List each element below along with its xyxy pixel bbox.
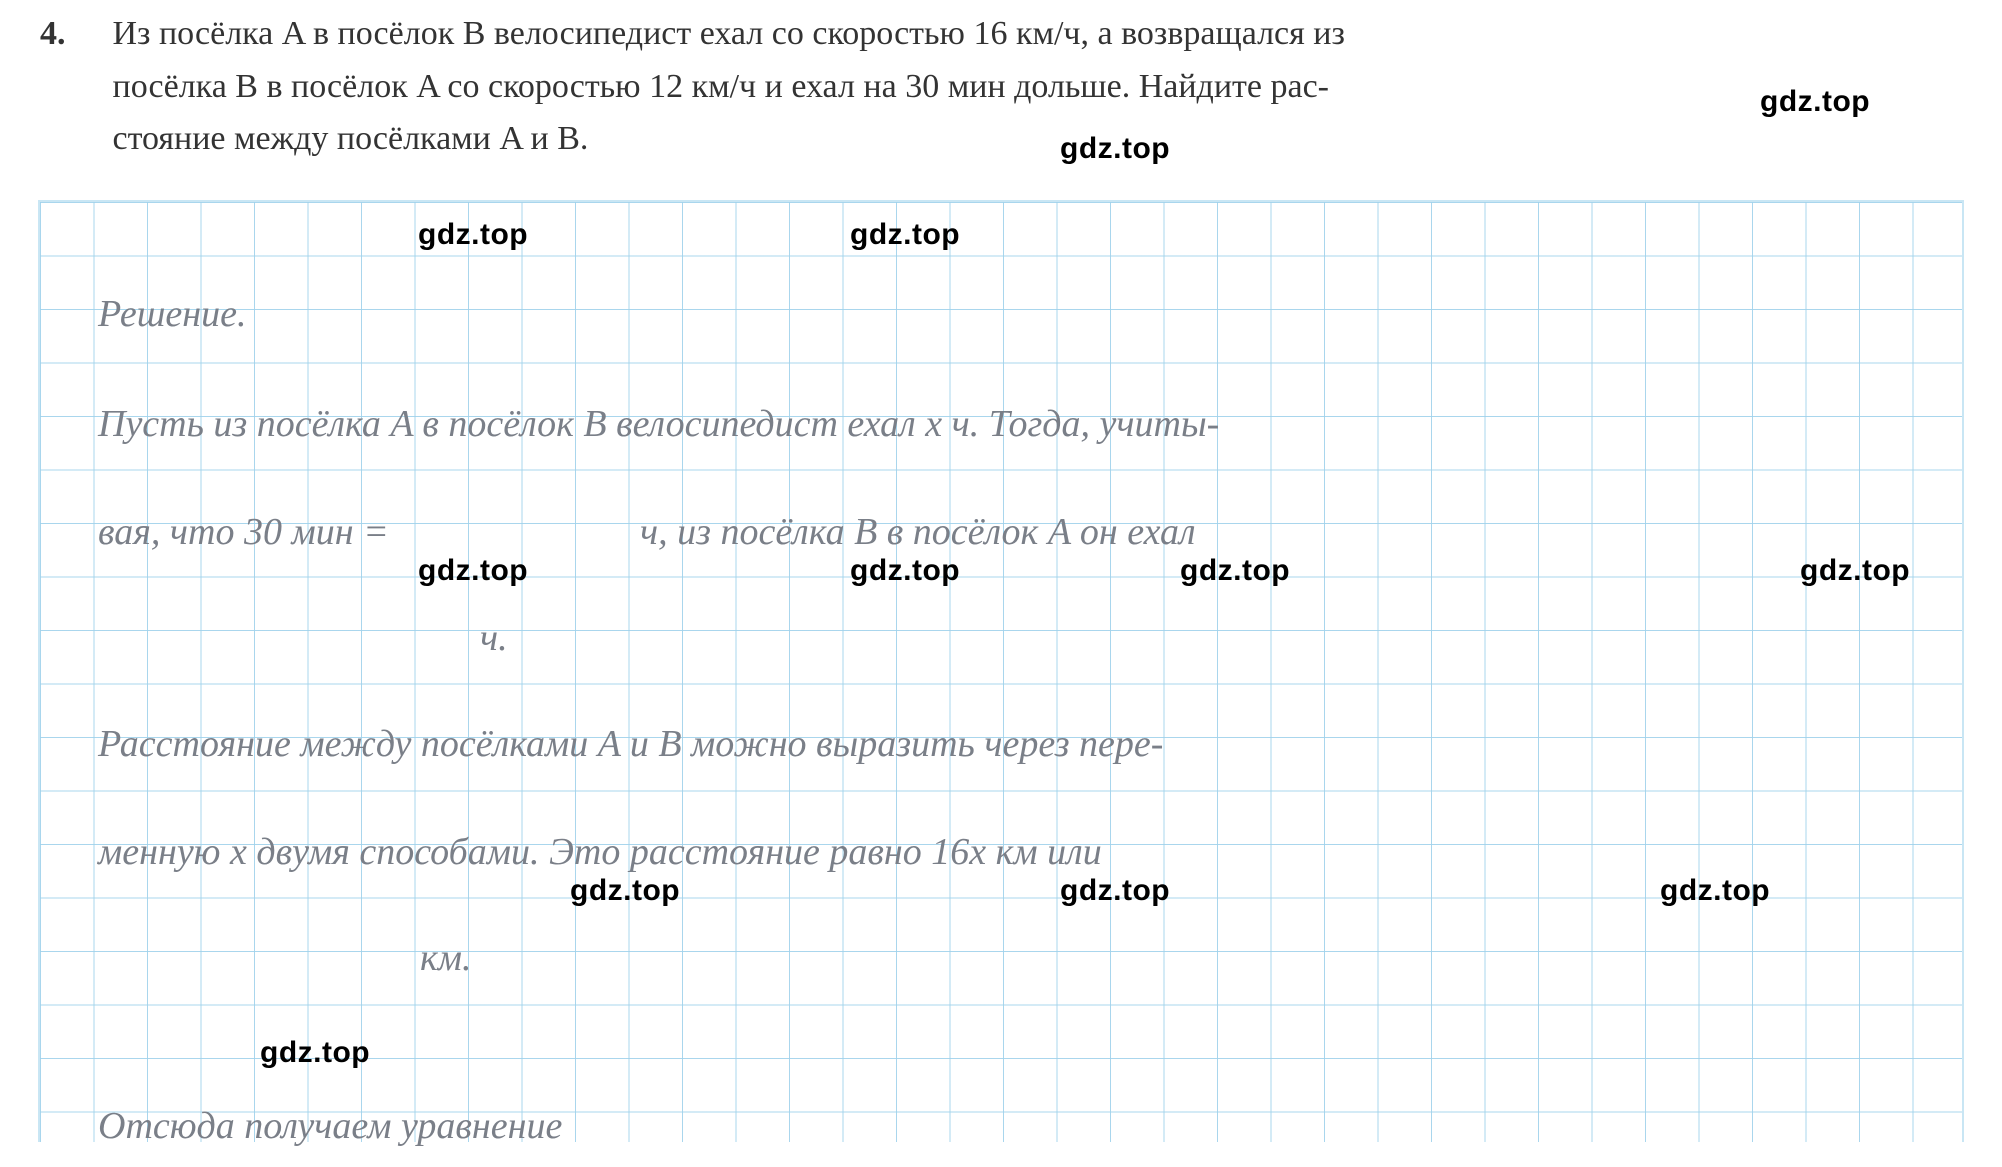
problem-statement: Из посёлка A в посёлок B велосипедист ех… [113, 8, 1933, 166]
solution-line-5: менную x двумя способами. Это расстояние… [98, 826, 1928, 879]
watermark: gdz.top [1180, 554, 1290, 588]
solution-line-1: Пусть из посёлка A в посёлок B велосипед… [98, 398, 1928, 451]
watermark: gdz.top [850, 554, 960, 588]
solution-line-7: Отсюда получаем уравнение [98, 1100, 562, 1153]
watermark: gdz.top [570, 874, 680, 908]
problem-block: 4. Из посёлка A в посёлок B велосипедист… [40, 8, 1962, 166]
problem-number: 4. [40, 8, 104, 61]
notebook-grid [38, 200, 1964, 1142]
watermark: gdz.top [418, 218, 528, 252]
solution-line-3-unit: ч. [480, 612, 508, 665]
watermark: gdz.top [850, 218, 960, 252]
watermark: gdz.top [1060, 874, 1170, 908]
solution-line-4: Расстояние между посёлками A и B можно в… [98, 718, 1928, 771]
watermark: gdz.top [1060, 132, 1170, 166]
problem-line-1: Из посёлка A в посёлок B велосипедист ех… [113, 15, 1345, 52]
solution-line-2b: ч, из посёлка B в посёлок A он ехал [640, 506, 1196, 559]
solution-line-6-unit: км. [420, 932, 472, 985]
watermark: gdz.top [1760, 85, 1870, 119]
solution-heading: Решение. [98, 288, 246, 341]
watermark: gdz.top [418, 554, 528, 588]
problem-line-3: стояние между посёлками A и B. [113, 120, 589, 157]
problem-line-2: посёлка B в посёлок A со скоростью 12 км… [113, 68, 1329, 105]
solution-line-2a: вая, что 30 мин = [98, 506, 389, 559]
watermark: gdz.top [1800, 554, 1910, 588]
watermark: gdz.top [1660, 874, 1770, 908]
page-root: 4. Из посёлка A в посёлок B велосипедист… [0, 0, 2002, 1167]
watermark: gdz.top [260, 1036, 370, 1070]
